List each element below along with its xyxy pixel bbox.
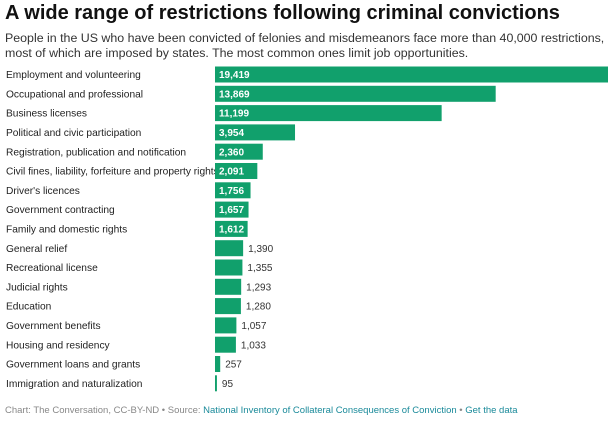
bar[interactable]	[215, 356, 221, 372]
category-label: Government benefits	[6, 321, 101, 332]
category-label: Business licenses	[6, 109, 87, 120]
chart-title: A wide range of restrictions following c…	[5, 2, 560, 24]
data-label: 1,293	[246, 282, 271, 293]
category-label: Recreational license	[6, 263, 98, 274]
category-label: Government loans and grants	[6, 360, 140, 371]
category-label: Education	[6, 302, 51, 313]
data-label: 2,360	[219, 147, 244, 158]
category-label: Political and civic participation	[6, 128, 141, 139]
category-label: Civil fines, liability, forfeiture and p…	[6, 167, 219, 178]
data-label: 1,657	[219, 205, 244, 216]
bar[interactable]	[215, 85, 496, 102]
bar[interactable]	[215, 124, 296, 141]
data-label: 1,612	[219, 225, 244, 236]
category-label: General relief	[6, 244, 67, 255]
data-label: 2,091	[219, 167, 244, 178]
category-label: Employment and volunteering	[6, 70, 141, 81]
bar[interactable]	[215, 201, 249, 218]
data-label: 1,057	[241, 321, 266, 332]
data-label: 19,419	[219, 70, 250, 81]
data-label: 1,390	[248, 244, 273, 255]
footer-separator: • Source:	[159, 405, 204, 416]
bar[interactable]	[215, 182, 251, 199]
chart-footer: Chart: The Conversation, CC-BY-ND • Sour…	[5, 405, 518, 416]
category-label: Family and domestic rights	[6, 225, 127, 236]
data-label: 11,199	[219, 109, 249, 120]
category-label: Government contracting	[6, 205, 115, 216]
category-label: Registration, publication and notificati…	[6, 147, 186, 158]
category-label: Occupational and professional	[6, 89, 143, 100]
bar[interactable]	[215, 143, 263, 160]
data-label: 1,033	[241, 340, 266, 351]
bar[interactable]	[215, 163, 258, 179]
bar[interactable]	[215, 66, 608, 83]
bar[interactable]	[215, 240, 244, 257]
credit-text: Chart: The Conversation, CC-BY-ND	[5, 405, 160, 416]
bar[interactable]	[215, 259, 243, 276]
chart-subtitle: People in the US who have been convicted…	[5, 31, 605, 60]
category-label: Judicial rights	[6, 282, 68, 293]
data-label: 3,954	[219, 128, 244, 139]
bar[interactable]	[215, 105, 442, 122]
category-label: Driver's licences	[6, 186, 80, 197]
category-label: Housing and residency	[6, 340, 111, 351]
data-label: 257	[225, 360, 242, 371]
data-label: 1,756	[219, 186, 244, 197]
bar[interactable]	[215, 278, 242, 295]
get-data-link[interactable]: Get the data	[465, 405, 518, 416]
bar[interactable]	[215, 298, 241, 315]
footer-separator: •	[456, 405, 466, 416]
data-label: 13,869	[219, 89, 250, 100]
bar[interactable]	[215, 375, 217, 392]
data-label: 1,355	[247, 263, 272, 274]
data-label: 1,280	[246, 302, 271, 313]
source-link[interactable]: National Inventory of Collateral Consequ…	[203, 405, 457, 416]
data-label: 95	[222, 379, 234, 390]
bar[interactable]	[215, 317, 237, 334]
bar[interactable]	[215, 336, 236, 353]
bar[interactable]	[215, 220, 248, 237]
category-label: Immigration and naturalization	[6, 379, 142, 390]
